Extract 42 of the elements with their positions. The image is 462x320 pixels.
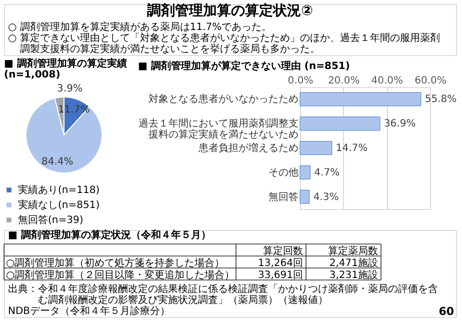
y-tick-label: 対象となる患者がいなかったため (148, 93, 298, 106)
data-label: 14.7% (336, 143, 368, 154)
text: 2,471施設 (329, 258, 378, 269)
text: ○ 算定できない理由として「対象となる患者がいなかったため」のほか、過去１年間の服用薬剤調製支援料の算定実績が満たせないことを挙げる薬局も多かった。 (8, 32, 440, 55)
legend-label: 実績なし(n=851) (18, 199, 100, 211)
chart-title: ■ 調剤管理加算の算定実績 (n=1,008) (4, 57, 127, 80)
category-label: 算定薬局数 (328, 245, 378, 257)
x-tick-label: 60.0% (414, 76, 446, 86)
y-tick-label: 患者負担が増えるため (198, 142, 298, 154)
x-tick-label: 20.0% (328, 76, 360, 86)
x-tick-label: 0.0% (288, 76, 314, 86)
text: 33,691回 (258, 270, 303, 281)
data-label: 55.8% (424, 94, 457, 106)
data-label: 36.9% (384, 118, 416, 130)
text: ○ 調剤管理加算を算定実績がある薬局は11.7%であった。 (8, 21, 272, 33)
source-note: 出典：令和４年度診療報酬改定の結果検証に係る検証調査「かかりつけ薬剤師・薬局の評価を含む調剤報酬改定の影響及び実施状況調査」（薬局票）（速報値） (8, 283, 438, 306)
y-tick-label: 無回答 (268, 190, 298, 203)
bar (300, 165, 310, 180)
bar (300, 116, 380, 131)
chart-title: ■ 調剤管理加算が算定できない理由 (n=851) (138, 60, 350, 72)
text: ■ 調剤管理加算の算定状況（令和４年５月） (8, 229, 211, 241)
y-tick-label: 過去１年間において服用薬剤調整支援料の算定実績を満たせないため (138, 118, 298, 141)
legend-label: 無回答(n=39) (18, 214, 84, 226)
bar (300, 92, 422, 106)
category-label: ○調剤管理加算（２回目以降・変更追加した場合） (6, 270, 235, 281)
pie-slice (26, 98, 102, 174)
text: 60 (438, 305, 454, 318)
x-tick-label: 40.0% (371, 76, 404, 86)
text: 13,264回 (258, 258, 303, 269)
text: 調剤管理加算の算定状況② (147, 2, 314, 19)
text: NDBデータ（令和４年５月診療分） (8, 305, 170, 317)
y-tick-label: その他 (268, 166, 298, 178)
category-label: 算定回数 (263, 245, 303, 257)
legend-label: 実績あり(n=118) (18, 184, 100, 196)
bar (300, 190, 310, 204)
bar (300, 141, 332, 155)
text: 3,231施設 (329, 270, 378, 281)
data-label: 4.3% (313, 192, 339, 203)
data-label: 4.7% (314, 167, 340, 178)
category-label: ○調剤管理加算（初めて処方箋を持参した場合） (6, 258, 225, 269)
data-label: 84.4% (41, 156, 74, 168)
data-label: 3.9% (57, 83, 82, 94)
